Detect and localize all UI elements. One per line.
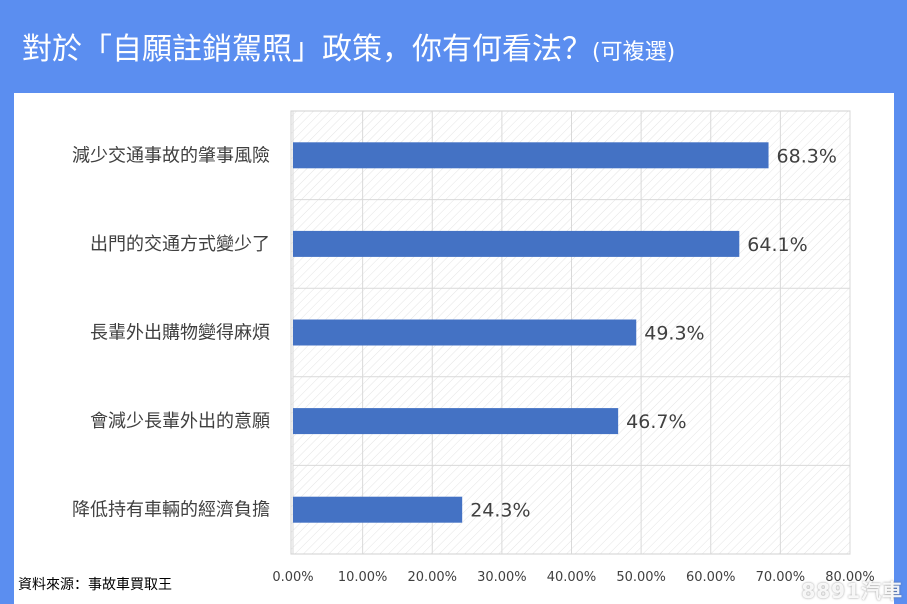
value-label: 68.3% — [777, 145, 837, 167]
bar — [293, 319, 637, 346]
header-bar: 對於「自願註銷駕照」政策，你有何看法？(可複選) — [0, 0, 907, 92]
title-suffix: (可複選) — [592, 40, 676, 65]
x-tick-label: 50.00% — [616, 570, 666, 585]
bar — [293, 230, 740, 257]
watermark-logo: 8891汽車 — [801, 579, 903, 603]
title-main: 對於「自願註銷駕照」政策，你有何看法？ — [22, 32, 592, 67]
x-tick-label: 10.00% — [338, 570, 388, 585]
category-label: 長輩外出購物變得麻煩 — [90, 323, 270, 344]
category-label: 減少交通事故的肇事風險 — [72, 145, 270, 166]
value-label: 64.1% — [747, 234, 807, 256]
x-tick-label: 40.00% — [547, 570, 597, 585]
category-label: 會減少長輩外出的意願 — [90, 411, 270, 432]
category-labels: 減少交通事故的肇事風險出門的交通方式變少了長輩外出購物變得麻煩會減少長輩外出的意… — [72, 145, 270, 520]
gridlines — [292, 111, 851, 554]
x-tick-label: 80.00% — [825, 570, 875, 585]
x-tick-label: 70.00% — [756, 570, 806, 585]
value-label: 49.3% — [644, 323, 704, 345]
source-note: 資料來源：事故車買取王 — [18, 577, 172, 593]
category-label: 出門的交通方式變少了 — [90, 234, 270, 255]
bar — [293, 142, 769, 169]
value-label: 46.7% — [626, 411, 686, 433]
chart-title: 對於「自願註銷駕照」政策，你有何看法？(可複選) — [22, 24, 675, 68]
bar — [293, 408, 619, 435]
x-tick-labels: 0.00% 10.00% 20.00% 30.00% 40.00% 50.00% 60.00… — [272, 570, 874, 585]
x-tick-label: 20.00% — [407, 570, 457, 585]
bar — [293, 496, 463, 523]
x-tick-label: 30.00% — [477, 570, 527, 585]
x-tick-label: 60.00% — [686, 570, 736, 585]
category-label: 降低持有車輛的經濟負擔 — [72, 500, 270, 521]
value-labels: 68.3% 64.1% 49.3% 46.7% 24.3% — [470, 145, 837, 521]
value-label: 24.3% — [470, 500, 530, 522]
bars — [293, 142, 769, 523]
x-tick-label: 0.00% — [272, 570, 313, 585]
